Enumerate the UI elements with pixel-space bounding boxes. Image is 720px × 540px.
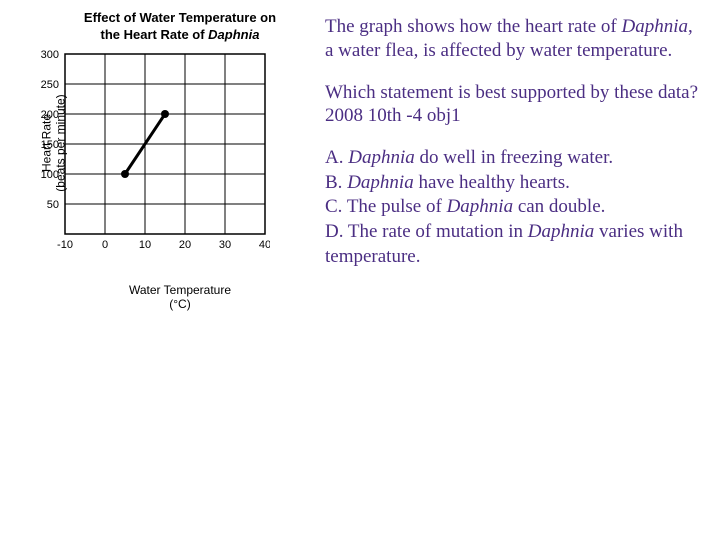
chart-panel: Effect of Water Temperature on the Heart… xyxy=(10,10,310,311)
chart-title-line1: Effect of Water Temperature on xyxy=(84,10,276,25)
svg-text:20: 20 xyxy=(179,239,191,251)
chart-plot-wrap: Heart Rate (beats per minute) 5010015020… xyxy=(10,49,310,279)
chart-title: Effect of Water Temperature on the Heart… xyxy=(50,10,310,44)
option-c: C. The pulse of Daphnia can double. xyxy=(325,195,700,220)
intro-text: The graph shows how the heart rate of Da… xyxy=(325,15,700,63)
svg-text:40: 40 xyxy=(259,239,270,251)
svg-text:0: 0 xyxy=(102,239,108,251)
svg-text:250: 250 xyxy=(41,79,59,91)
svg-text:10: 10 xyxy=(139,239,151,251)
chart-title-line2b: Daphnia xyxy=(208,27,259,42)
option-a: A. Daphnia do well in freezing water. xyxy=(325,146,700,171)
x-axis-label: Water Temperature (°C) xyxy=(50,283,310,311)
option-d: D. The rate of mutation in Daphnia varie… xyxy=(325,220,700,269)
chart-title-line2a: the Heart Rate of xyxy=(101,27,209,42)
y-axis-label: Heart Rate (beats per minute) xyxy=(40,94,68,191)
svg-text:50: 50 xyxy=(47,199,59,211)
answer-options: A. Daphnia do well in freezing water. B.… xyxy=(325,146,700,269)
question-panel: The graph shows how the heart rate of Da… xyxy=(310,10,700,311)
svg-text:-10: -10 xyxy=(57,239,73,251)
svg-text:300: 300 xyxy=(41,49,59,61)
option-b: B. Daphnia have healthy hearts. xyxy=(325,171,700,196)
prompt-text: Which statement is best supported by the… xyxy=(325,81,700,129)
svg-text:30: 30 xyxy=(219,239,231,251)
